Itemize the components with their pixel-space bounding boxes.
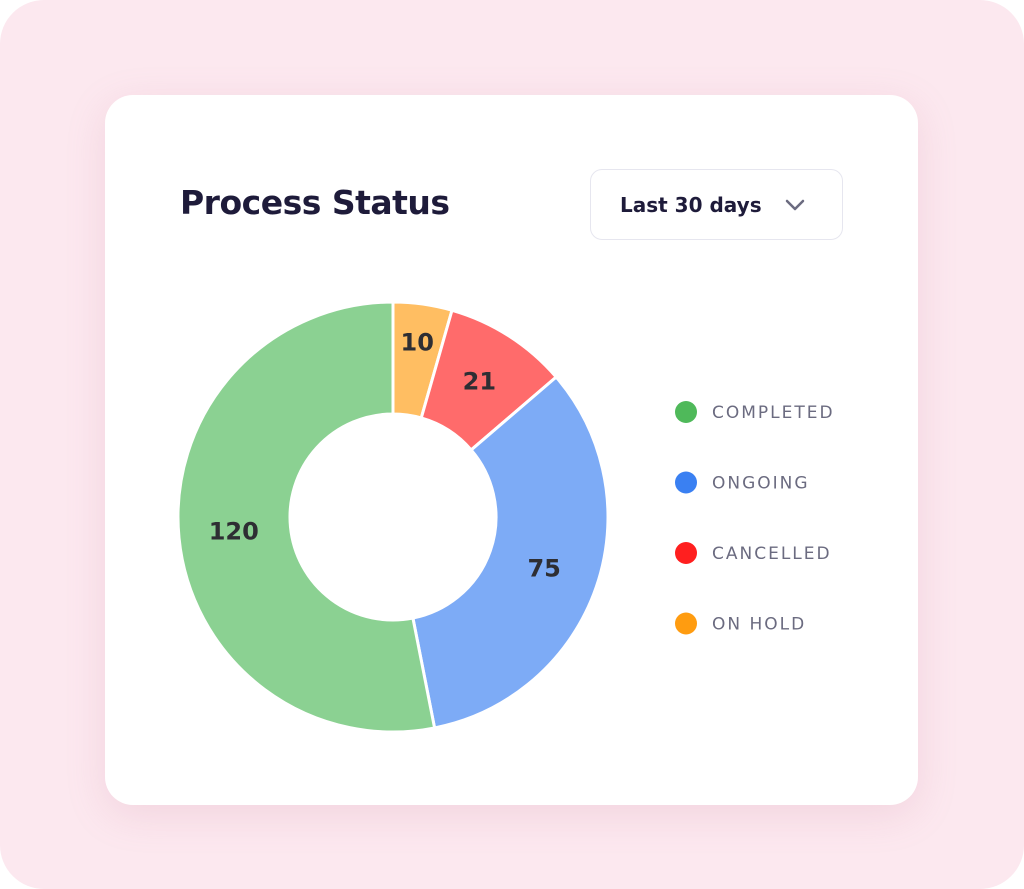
data-label: 21 bbox=[463, 367, 496, 395]
legend-label: ON HOLD bbox=[712, 615, 806, 635]
legend-marker bbox=[675, 542, 697, 564]
legend-marker bbox=[675, 401, 697, 423]
legend-label: CANCELLED bbox=[712, 544, 832, 564]
legend-label: ONGOING bbox=[712, 474, 810, 494]
legend-label: COMPLETED bbox=[712, 403, 835, 423]
card: Process Status Last 30 days 10 21 75 120 COM… bbox=[105, 95, 918, 805]
chevron-icon bbox=[785, 199, 805, 211]
chart-title: Process Status bbox=[180, 183, 450, 222]
legend-marker bbox=[675, 471, 697, 494]
donut-slice bbox=[176, 300, 437, 734]
data-label: 120 bbox=[209, 518, 259, 546]
legend-marker bbox=[675, 612, 697, 635]
data-label: 75 bbox=[527, 554, 560, 582]
dropdown-label: Last 30 days bbox=[620, 193, 762, 217]
data-label: 10 bbox=[401, 329, 434, 357]
donut-slice bbox=[411, 375, 610, 730]
date-range-dropdown[interactable]: Last 30 days bbox=[590, 169, 843, 240]
chart: 10 21 75 120 COMPLETED ONGOING CANCELLED ON HOL… bbox=[176, 300, 835, 734]
